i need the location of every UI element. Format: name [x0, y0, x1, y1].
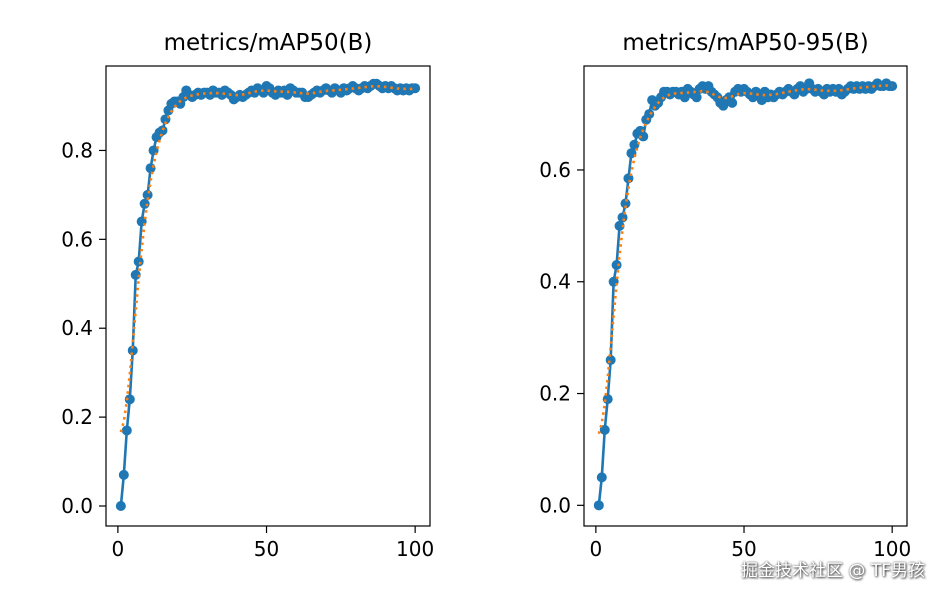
results-point — [596, 472, 607, 483]
results-point — [727, 97, 738, 108]
results-point — [410, 83, 421, 94]
y-tick-label: 0.4 — [539, 270, 571, 294]
results-point — [617, 212, 628, 223]
y-tick-label: 0.2 — [61, 405, 93, 429]
smooth-line — [119, 84, 416, 433]
results-point — [593, 500, 604, 511]
y-tick-label: 0.6 — [539, 158, 571, 182]
results-point — [121, 425, 132, 436]
axes-frame — [583, 65, 908, 527]
results-point — [611, 259, 622, 270]
watermark: 掘金技术社区 @ TF男孩 — [741, 561, 925, 581]
x-tick-label: 50 — [254, 537, 279, 561]
results-line — [597, 80, 893, 506]
results-point — [124, 394, 135, 405]
results-point — [157, 125, 168, 136]
y-tick-label: 0.8 — [61, 138, 93, 162]
x-tick-label: 100 — [396, 537, 434, 561]
x-tick-label: 0 — [589, 537, 602, 561]
y-tick-label: 0.0 — [539, 493, 571, 517]
results-point — [115, 501, 126, 511]
results-point — [133, 256, 144, 267]
results-point — [620, 198, 631, 209]
results-point — [139, 198, 150, 209]
results-point — [118, 469, 129, 480]
results-point — [644, 109, 655, 120]
chart-2: metrics/mAP50-95(B) 0 50 100 0.0 0.2 0.4 0.6 — [539, 30, 911, 561]
y-tick-label: 0.0 — [61, 494, 93, 518]
results-point — [602, 394, 613, 405]
results-point — [127, 345, 138, 356]
x-tick-label: 50 — [731, 537, 756, 561]
axes-frame — [105, 65, 431, 527]
x-tick-label: 0 — [112, 537, 125, 561]
y-tick-label: 0.6 — [61, 227, 93, 251]
results-point — [638, 131, 649, 142]
x-tick-label: 100 — [873, 537, 911, 561]
results-line — [119, 82, 416, 507]
results-point — [629, 139, 640, 150]
results-point — [691, 92, 702, 103]
y-tick-label: 0.4 — [61, 316, 93, 340]
results-point — [599, 424, 610, 435]
y-tick-label: 0.2 — [539, 382, 571, 406]
smooth-line — [597, 84, 893, 435]
results-point — [614, 220, 625, 231]
chart-1: metrics/mAP50(B) 0 50 100 0.0 0.2 0.4 0.6 0.8 — [61, 30, 434, 561]
results-point — [145, 163, 156, 174]
results-point — [130, 269, 141, 280]
chart-title: metrics/mAP50-95(B) — [622, 30, 868, 56]
chart-title: metrics/mAP50(B) — [164, 30, 373, 56]
